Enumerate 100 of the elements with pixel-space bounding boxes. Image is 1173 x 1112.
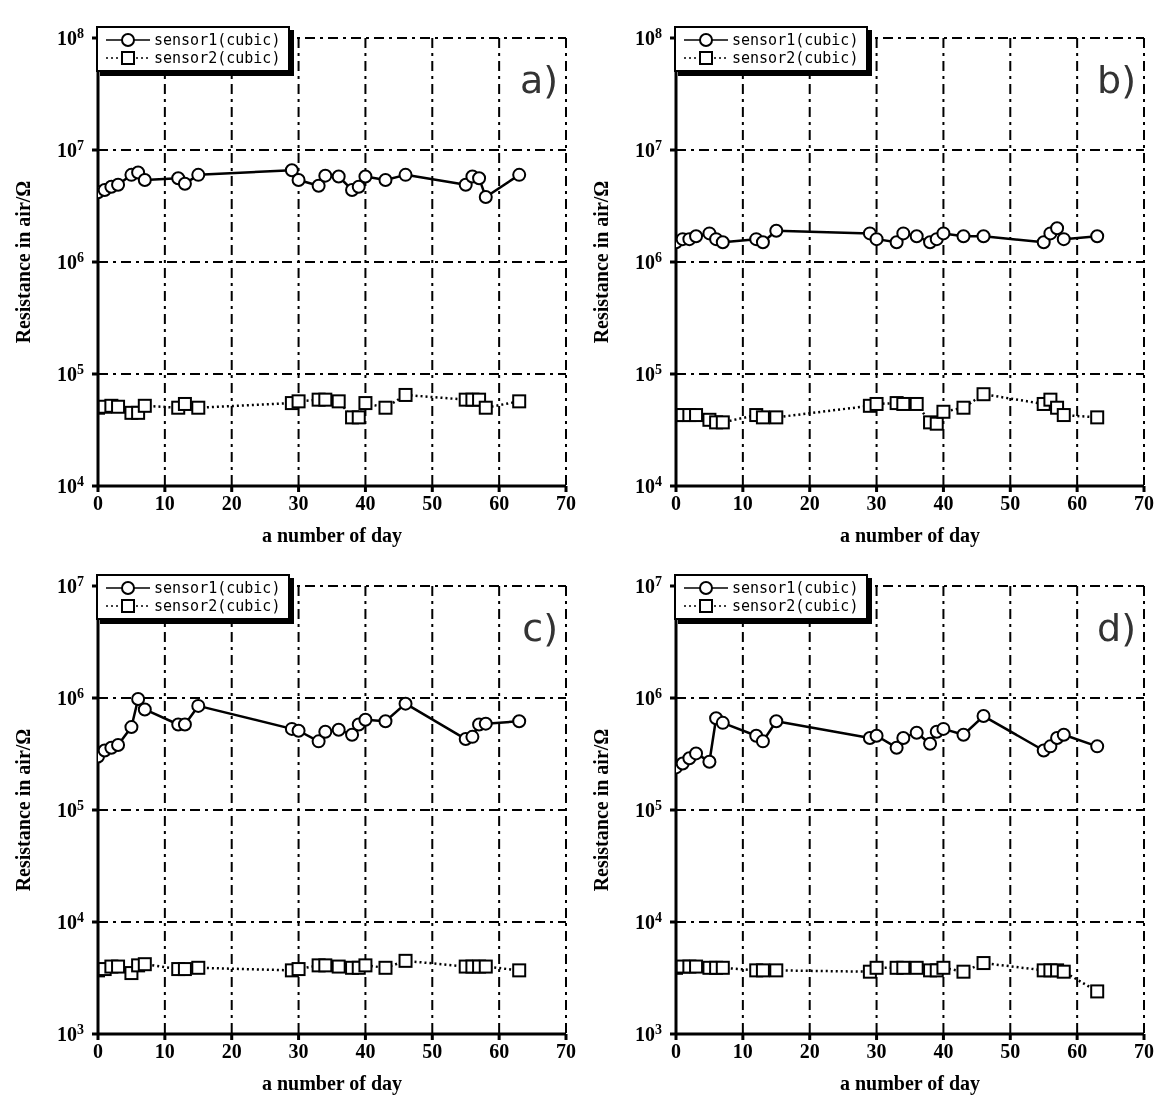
legend-label: sensor1(cubic) (732, 579, 859, 597)
point (378, 172, 393, 187)
y-tick-label: 10$^{6}$ (635, 249, 662, 273)
point (358, 169, 373, 184)
point (715, 235, 730, 250)
point (869, 232, 884, 247)
point (769, 963, 784, 978)
point (398, 953, 413, 968)
point (318, 392, 333, 407)
x-tick-label: 20 (221, 492, 242, 514)
x-tick-label: 10 (732, 1040, 753, 1062)
legend-label: sensor2(cubic) (154, 49, 281, 67)
point (1056, 964, 1071, 979)
x-tick-label: 70 (556, 492, 576, 514)
y-tick-label: 10$^{7}$ (57, 137, 84, 161)
x-axis-title: a number of day (261, 524, 403, 547)
y-tick-label: 10$^{7}$ (635, 137, 662, 161)
annotation: d) (1097, 606, 1136, 650)
y-tick-label: 10$^{5}$ (57, 797, 84, 821)
point (936, 721, 951, 736)
point (358, 396, 373, 411)
point (715, 715, 730, 730)
point (909, 229, 924, 244)
x-tick-label: 0 (93, 1040, 103, 1062)
point (869, 728, 884, 743)
x-tick-label: 30 (866, 1040, 887, 1062)
point (137, 957, 152, 972)
point (956, 400, 971, 415)
x-tick-label: 10 (732, 492, 753, 514)
x-axis-title: a number of day (839, 524, 981, 547)
point (311, 734, 326, 749)
point (398, 387, 413, 402)
point (689, 229, 704, 244)
x-tick-label: 0 (93, 492, 103, 514)
y-tick-label: 10$^{3}$ (57, 1021, 84, 1045)
point (923, 736, 938, 751)
x-tick-label: 20 (799, 492, 820, 514)
point (689, 746, 704, 761)
y-tick-label: 10$^{4}$ (635, 909, 662, 933)
point (111, 738, 126, 753)
point (124, 720, 139, 735)
point (512, 963, 527, 978)
point (889, 740, 904, 755)
y-axis-title: Resistance in air/Ω (590, 728, 612, 892)
y-tick-label: 10$^{7}$ (57, 573, 84, 597)
y-tick-label: 10$^{4}$ (57, 909, 84, 933)
point (318, 958, 333, 973)
point (291, 723, 306, 738)
annotation: a) (519, 58, 558, 102)
point (976, 387, 991, 402)
point (191, 167, 206, 182)
point (478, 400, 493, 415)
point (909, 960, 924, 975)
point (478, 716, 493, 731)
point (1056, 727, 1071, 742)
x-tick-label: 50 (1000, 1040, 1021, 1062)
x-tick-label: 70 (1134, 1040, 1154, 1062)
point (1050, 221, 1065, 236)
annotation: b) (1097, 58, 1136, 102)
point (472, 171, 487, 186)
point (755, 963, 770, 978)
x-tick-label: 40 (355, 492, 376, 514)
legend-label: sensor2(cubic) (732, 49, 859, 67)
point (378, 400, 393, 415)
point (111, 399, 126, 414)
y-tick-label: 10$^{8}$ (635, 25, 662, 49)
point (331, 169, 346, 184)
point (465, 729, 480, 744)
point (755, 235, 770, 250)
y-tick-label: 10$^{6}$ (57, 249, 84, 273)
x-tick-label: 40 (933, 492, 954, 514)
y-axis-title: Resistance in air/Ω (12, 728, 34, 892)
x-tick-label: 60 (489, 492, 510, 514)
point (689, 959, 704, 974)
y-tick-label: 10$^{4}$ (635, 473, 662, 497)
point (478, 959, 493, 974)
point (331, 394, 346, 409)
point (351, 410, 366, 425)
y-tick-label: 10$^{7}$ (635, 573, 662, 597)
legend-label: sensor1(cubic) (154, 31, 281, 49)
x-tick-label: 40 (933, 1040, 954, 1062)
y-tick-label: 10$^{4}$ (57, 473, 84, 497)
point (291, 394, 306, 409)
point (956, 727, 971, 742)
point (936, 226, 951, 241)
point (111, 959, 126, 974)
point (769, 714, 784, 729)
legend-label: sensor1(cubic) (732, 31, 859, 49)
point (291, 962, 306, 977)
y-axis-title: Resistance in air/Ω (590, 180, 612, 344)
x-tick-label: 50 (1000, 492, 1021, 514)
point (177, 176, 192, 191)
point (956, 229, 971, 244)
point (137, 172, 152, 187)
point (512, 394, 527, 409)
point (398, 167, 413, 182)
y-tick-label: 10$^{6}$ (635, 685, 662, 709)
point (398, 696, 413, 711)
point (1056, 232, 1071, 247)
point (318, 724, 333, 739)
